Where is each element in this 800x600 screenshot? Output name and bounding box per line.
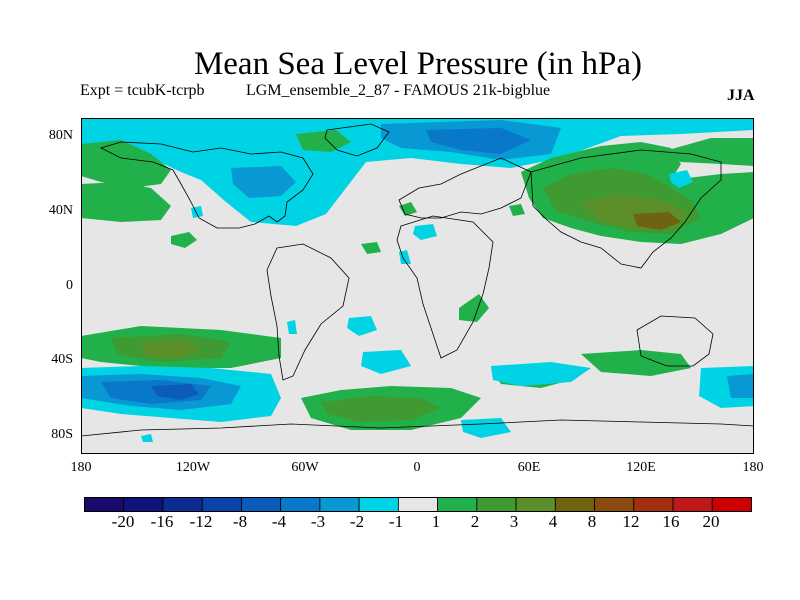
arabia-high bbox=[361, 242, 381, 254]
colorbar-swatch bbox=[515, 497, 556, 512]
colorbar-swatch bbox=[437, 497, 478, 512]
south-atlantic-low-1 bbox=[347, 316, 377, 336]
arctic-low-core bbox=[426, 128, 531, 154]
colorbar-swatch bbox=[123, 497, 164, 512]
andes-low bbox=[287, 320, 297, 334]
south-pacific-high-core bbox=[141, 340, 201, 358]
europe-high bbox=[509, 204, 525, 216]
coastline-europe bbox=[398, 157, 532, 219]
lat-label-40n: 40N bbox=[48, 203, 73, 218]
colorbar-swatch bbox=[711, 497, 752, 512]
colorbar-label: 3 bbox=[509, 512, 519, 531]
colorbar-label: 16 bbox=[662, 512, 680, 531]
coastline-antarctica bbox=[81, 419, 754, 437]
colorbar-label: -3 bbox=[310, 512, 326, 531]
south-pacific-low-small bbox=[141, 434, 153, 442]
colorbar-swatch bbox=[280, 497, 321, 512]
mid-pacific-high bbox=[171, 232, 197, 248]
colorbar-label: 8 bbox=[587, 512, 597, 531]
colorbar-label: 12 bbox=[622, 512, 640, 531]
colorbar-swatch bbox=[594, 497, 635, 512]
atlantic-low-small-2 bbox=[399, 250, 411, 264]
lat-label-40s: 40S bbox=[51, 352, 73, 367]
colorbar-label: 1 bbox=[431, 512, 441, 531]
lat-label-80s: 80S bbox=[51, 427, 73, 442]
colorbar-swatch bbox=[162, 497, 203, 512]
lon-label-0: 0 bbox=[413, 460, 421, 475]
colorbar-swatch bbox=[358, 497, 399, 512]
africa-high bbox=[459, 294, 489, 322]
lon-label-120w: 120W bbox=[175, 460, 211, 475]
map-frame bbox=[81, 118, 754, 454]
lon-label-60e: 60E bbox=[517, 460, 541, 475]
colorbar-label: -8 bbox=[232, 512, 248, 531]
colorbar-label: -16 bbox=[150, 512, 174, 531]
north-america-high bbox=[81, 182, 171, 222]
colorbar bbox=[84, 497, 752, 512]
south-atlantic-high-inner bbox=[321, 396, 441, 422]
east-asia-high bbox=[661, 138, 754, 166]
colorbar-swatch bbox=[397, 497, 439, 512]
southern-ocean-low-core bbox=[151, 384, 199, 400]
colorbar-swatch bbox=[672, 497, 713, 512]
colorbar-label: 20 bbox=[702, 512, 720, 531]
colorbar-label: -4 bbox=[271, 512, 287, 531]
colorbar-label: 2 bbox=[470, 512, 480, 531]
colorbar-swatch bbox=[633, 497, 674, 512]
colorbar-swatch bbox=[554, 497, 595, 512]
coastline-south-america bbox=[266, 243, 350, 381]
atlantic-low-small-1 bbox=[413, 224, 437, 240]
indian-ocean-high bbox=[581, 350, 691, 376]
eurasia-high-core bbox=[633, 212, 681, 230]
colorbar-label: 4 bbox=[548, 512, 558, 531]
colorbar-label: -12 bbox=[189, 512, 213, 531]
experiment-label: Expt = tcubK-tcrpb bbox=[80, 82, 205, 99]
south-atlantic-low-2 bbox=[361, 350, 411, 374]
colorbar-label: -20 bbox=[111, 512, 135, 531]
north-america-low bbox=[231, 166, 296, 198]
greenland-high bbox=[296, 130, 351, 152]
coastline-north-america bbox=[99, 141, 314, 229]
coastline-asia bbox=[530, 149, 722, 269]
north-pacific-high-west bbox=[81, 140, 171, 188]
caribbean-low bbox=[191, 206, 203, 218]
coastlines bbox=[81, 123, 754, 437]
colorbar-swatch bbox=[476, 497, 517, 512]
australia-south-low-mid bbox=[727, 374, 754, 398]
lon-label-180e: 180 bbox=[742, 460, 764, 475]
ensemble-description: LGM_ensemble_2_87 - FAMOUS 21k-bigblue bbox=[246, 82, 551, 99]
colorbar-swatch bbox=[241, 497, 282, 512]
mediterranean-high bbox=[399, 202, 417, 216]
plot-title: Mean Sea Level Pressure (in hPa) bbox=[193, 46, 643, 82]
season-label: JJA bbox=[727, 87, 755, 104]
lon-label-60w: 60W bbox=[291, 460, 319, 475]
arctic-low-cyan bbox=[81, 118, 754, 226]
coastline-africa bbox=[396, 215, 494, 359]
coastline-australia bbox=[636, 315, 714, 367]
lon-label-180w: 180 bbox=[70, 460, 92, 475]
south-indian-low bbox=[491, 362, 591, 386]
pressure-anomaly-map bbox=[81, 118, 754, 454]
coastline-greenland bbox=[324, 123, 390, 157]
lat-label-80n: 80N bbox=[48, 128, 73, 143]
colorbar-label: -2 bbox=[349, 512, 365, 531]
colorbar-label: -1 bbox=[388, 512, 404, 531]
colorbar-swatch bbox=[319, 497, 360, 512]
colorbar-swatch bbox=[201, 497, 242, 512]
colorbar-swatch bbox=[84, 497, 125, 512]
lon-label-120e: 120E bbox=[626, 460, 656, 475]
central-asia-low bbox=[669, 170, 693, 188]
lat-label-0: 0 bbox=[66, 278, 73, 293]
